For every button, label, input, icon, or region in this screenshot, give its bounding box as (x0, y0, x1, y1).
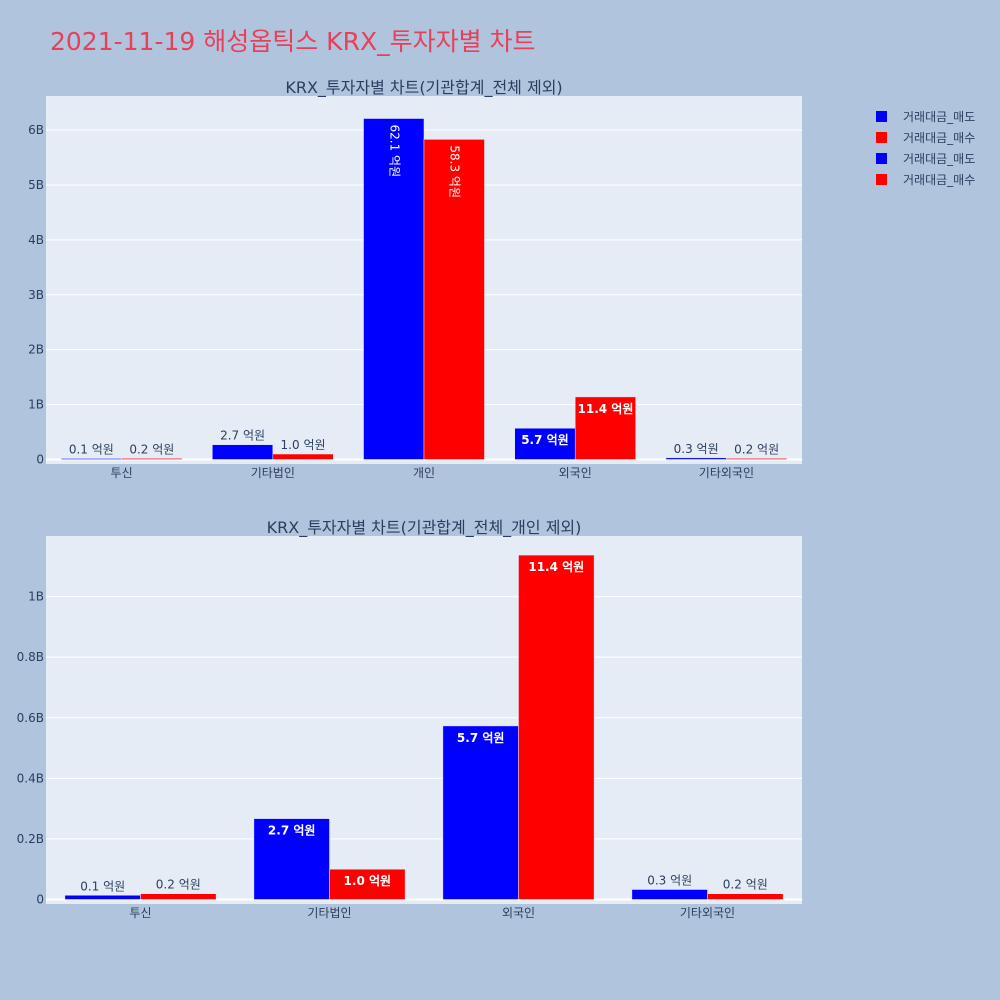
x-tick-label: 투신 (129, 906, 151, 920)
bar (514, 427, 576, 460)
bar (272, 453, 334, 460)
plot-area (46, 536, 802, 904)
data-label: 58.3 억원 (448, 145, 462, 198)
legend-label: 거래대금_매도 (903, 110, 976, 124)
bar (518, 554, 595, 900)
y-tick-label: 0.8B (17, 650, 44, 664)
y-tick-label: 0.4B (17, 771, 44, 785)
bar (363, 118, 425, 460)
x-tick-label: 기타외국인 (699, 466, 754, 480)
legend-label: 거래대금_매수 (903, 173, 976, 187)
data-label: 0.3 억원 (647, 874, 692, 888)
y-tick-label: 1B (28, 590, 44, 604)
data-label: 0.2 억원 (156, 878, 201, 892)
data-label: 1.0 억원 (344, 874, 392, 888)
bar (574, 396, 636, 460)
y-tick-label: 6B (28, 123, 44, 137)
data-label: 0.2 억원 (129, 442, 174, 456)
y-tick-label: 3B (28, 288, 44, 302)
data-label: 0.3 억원 (674, 442, 719, 456)
bar (212, 444, 274, 460)
data-label: 0.1 억원 (69, 443, 114, 457)
y-tick-label: 5B (28, 178, 44, 192)
data-label: 62.1 억원 (387, 125, 401, 178)
bar (253, 818, 330, 900)
data-label: 0.1 억원 (80, 879, 125, 893)
legend-swatch (876, 153, 887, 164)
data-label: 0.2 억원 (734, 442, 779, 456)
legend[interactable]: 거래대금_매도 거래대금_매수 거래대금_매도 거래대금_매수 (876, 106, 975, 190)
page-title: 2021-11-19 해성옵틱스 KRX_투자자별 차트 (50, 27, 536, 56)
chart-panel: 0 0.2B 0.4B 0.6B 0.8B 1B KRX_투자자별 차트(기관합계_전체_개… (17, 518, 802, 920)
data-label: 11.4 억원 (528, 560, 584, 574)
bar (423, 139, 485, 460)
y-tick-label: 0.2B (17, 832, 44, 846)
legend-item[interactable]: 거래대금_매도 (876, 106, 975, 127)
bar (665, 457, 727, 460)
y-tick-label: 0.6B (17, 711, 44, 725)
x-tick-label: 외국인 (559, 466, 592, 480)
data-label: 2.7 억원 (268, 824, 316, 838)
x-tick-label: 외국인 (502, 906, 535, 920)
data-label: 5.7 억원 (457, 731, 505, 745)
chart-title: KRX_투자자별 차트(기관합계_전체 제외) (285, 78, 562, 98)
bar (64, 895, 141, 900)
chart-title: KRX_투자자별 차트(기관합계_전체_개인 제외) (267, 518, 582, 538)
legend-item[interactable]: 거래대금_매수 (876, 127, 975, 148)
bar (329, 868, 406, 900)
legend-item[interactable]: 거래대금_매수 (876, 169, 975, 190)
y-tick-label: 1B (28, 398, 44, 412)
bar (726, 458, 788, 460)
data-label: 2.7 억원 (220, 429, 265, 443)
chart-panel: 0 1B 2B 3B 4B 5B 6B KRX_투자자별 차트(기관합계_전체 제외) 투신 0.… (28, 78, 802, 480)
data-label: 0.2 억원 (723, 878, 768, 892)
x-tick-label: 개인 (413, 466, 435, 480)
y-tick-label: 2B (28, 343, 44, 357)
x-tick-label: 기타외국인 (680, 906, 735, 920)
legend-swatch (876, 132, 887, 143)
bar (140, 893, 217, 900)
x-tick-label: 투신 (111, 466, 133, 480)
bar (121, 458, 183, 460)
x-tick-label: 기타법인 (307, 906, 351, 920)
y-tick-label: 0 (36, 893, 44, 907)
bar (442, 725, 519, 900)
legend-item[interactable]: 거래대금_매도 (876, 148, 975, 169)
legend-label: 거래대금_매수 (903, 131, 976, 145)
bar (60, 458, 122, 460)
legend-label: 거래대금_매도 (903, 152, 976, 166)
y-tick-label: 0 (36, 453, 44, 467)
legend-swatch (876, 111, 887, 122)
y-tick-label: 4B (28, 233, 44, 247)
data-label: 11.4 억원 (578, 402, 634, 416)
data-label: 5.7 억원 (521, 433, 569, 447)
x-tick-label: 기타법인 (251, 466, 295, 480)
bar (631, 889, 708, 900)
data-label: 1.0 억원 (281, 438, 326, 452)
legend-swatch (876, 174, 887, 185)
bar (707, 893, 784, 900)
